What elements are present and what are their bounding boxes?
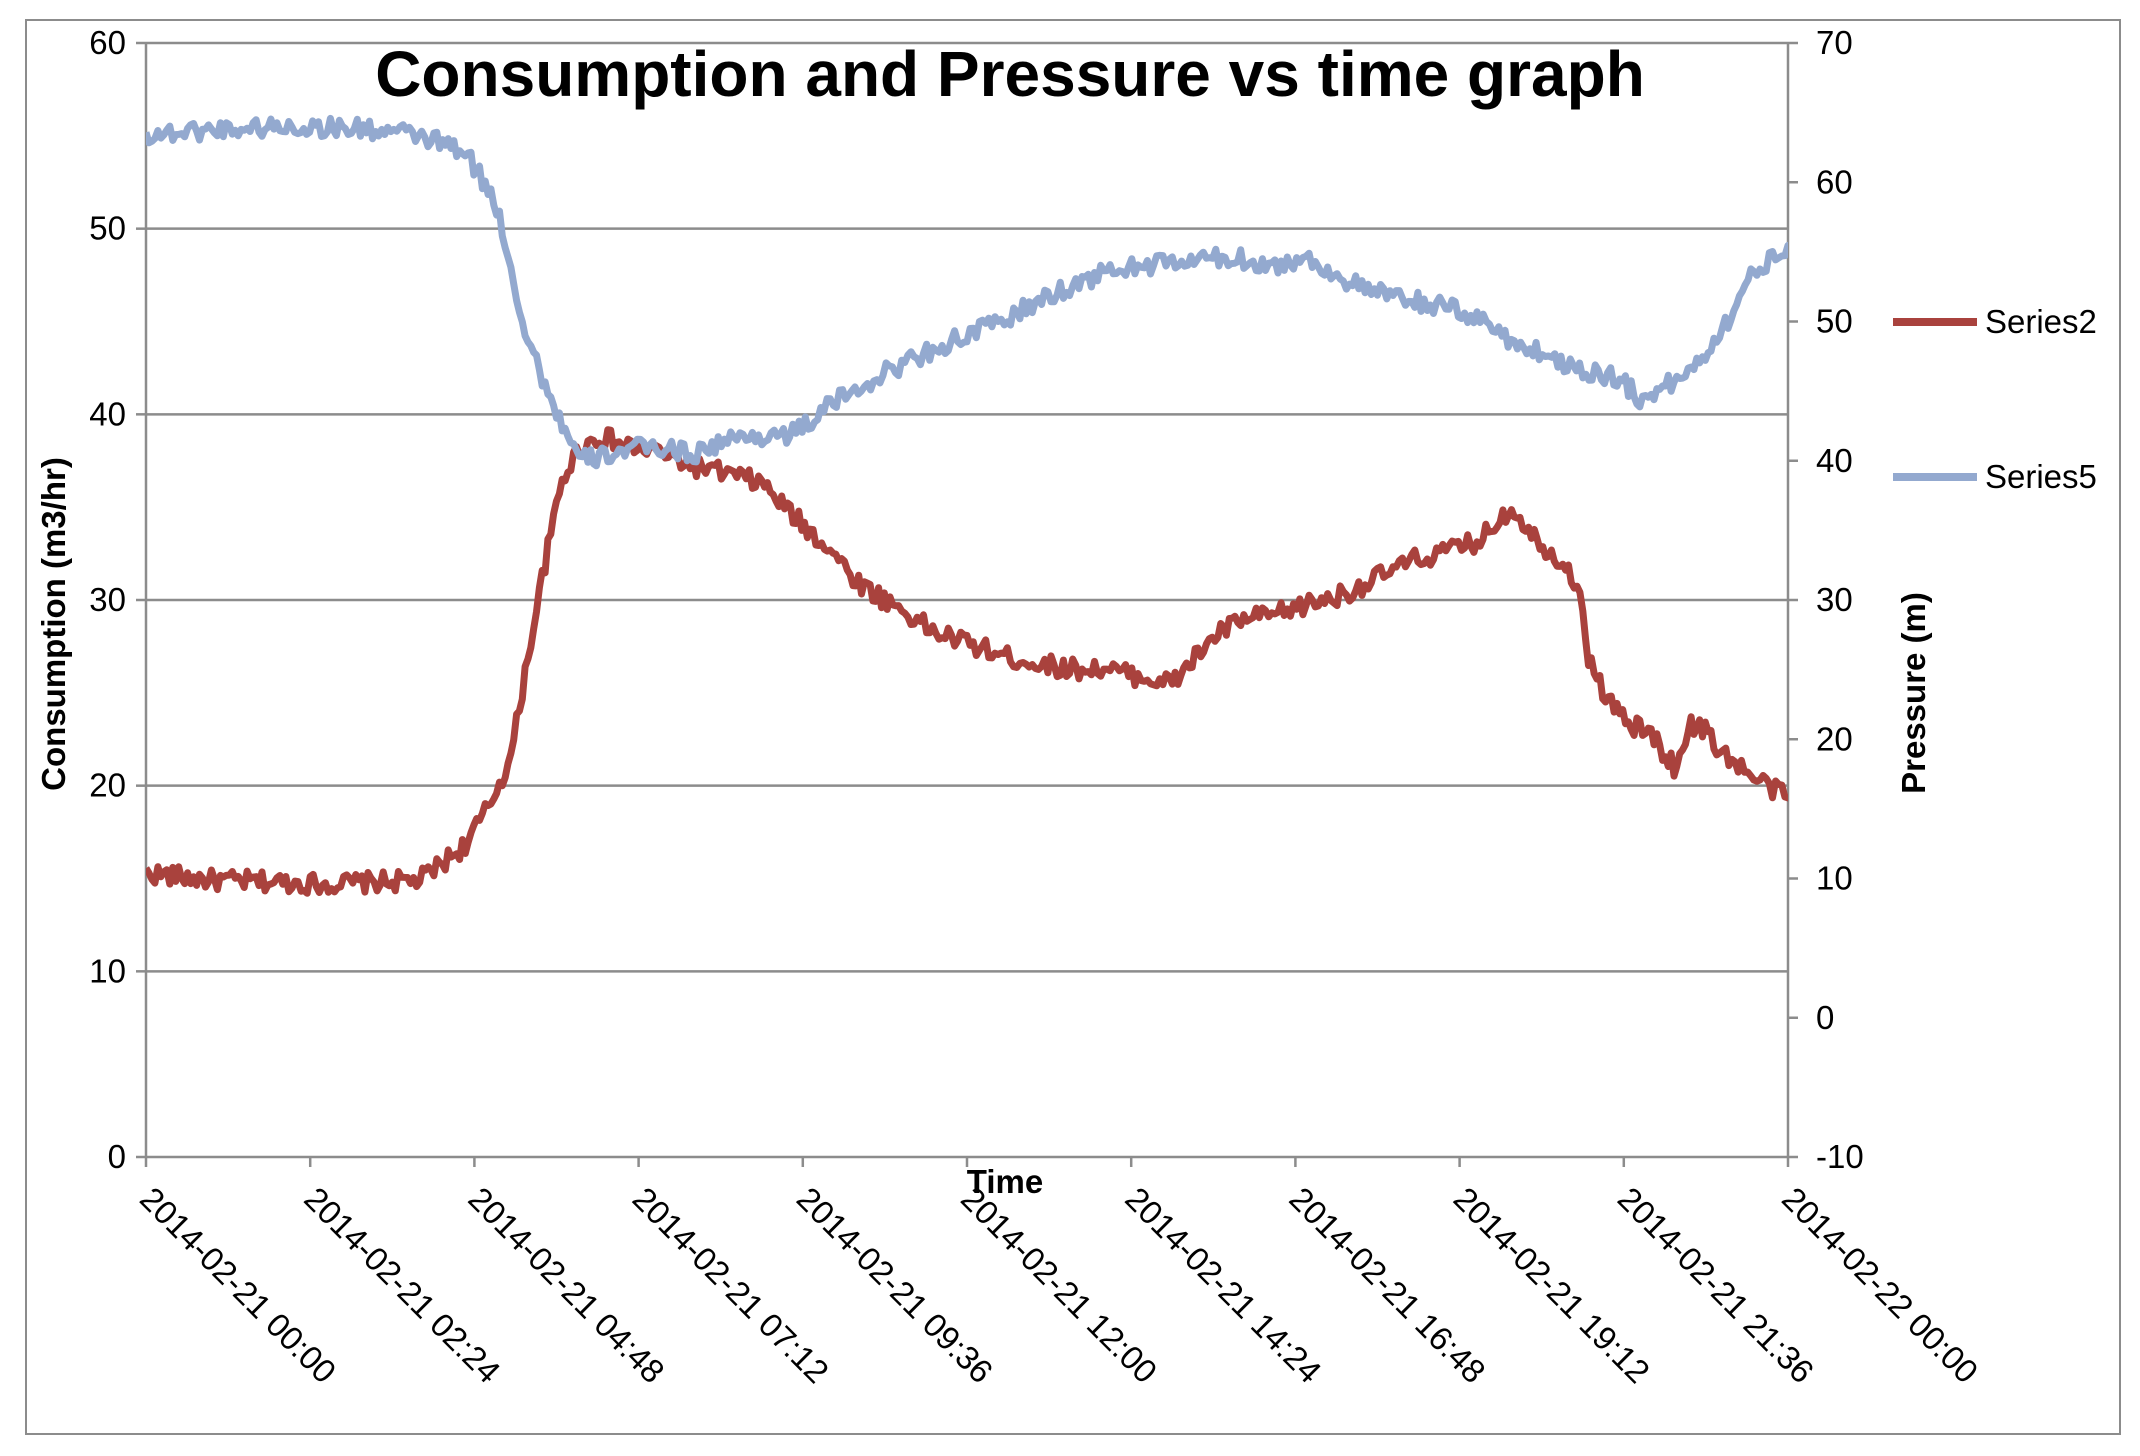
- gridlines: [146, 41, 1788, 973]
- legend-label: Series2: [1985, 303, 2097, 340]
- y-tick-label: 50: [89, 210, 126, 247]
- y2-tick-label: 20: [1816, 720, 1853, 757]
- y-tick-label: 0: [108, 1138, 126, 1175]
- y2-axis-title: Pressure (m): [1895, 592, 1932, 794]
- legend: Series2 Series5: [1893, 303, 2097, 495]
- series-line-series2: [146, 426, 1788, 897]
- y2-tick-label: 70: [1816, 24, 1853, 61]
- y2-tick-label: 10: [1816, 860, 1853, 897]
- series-line-series5: [146, 114, 1788, 470]
- x-axis-title: Time: [967, 1163, 1043, 1200]
- y2-tick-label: 0: [1816, 999, 1834, 1036]
- y-axis-title: Consumption (m3/hr): [35, 457, 72, 791]
- legend-label: Series5: [1985, 458, 2097, 495]
- y-tick-label: 30: [89, 581, 126, 618]
- chart-title: Consumption and Pressure vs time graph: [375, 38, 1645, 110]
- y-tick-label: 40: [89, 395, 126, 432]
- y2-tick-label: -10: [1816, 1138, 1864, 1175]
- y2-tick-label: 30: [1816, 581, 1853, 618]
- y-tick-label: 20: [89, 767, 126, 804]
- y-tick-label: 60: [89, 24, 126, 61]
- series-lines: [146, 114, 1788, 897]
- y2-tick-label: 40: [1816, 442, 1853, 479]
- y-tick-label: 10: [89, 952, 126, 989]
- y2-tick-label: 60: [1816, 163, 1853, 200]
- y2-tick-label: 50: [1816, 303, 1853, 340]
